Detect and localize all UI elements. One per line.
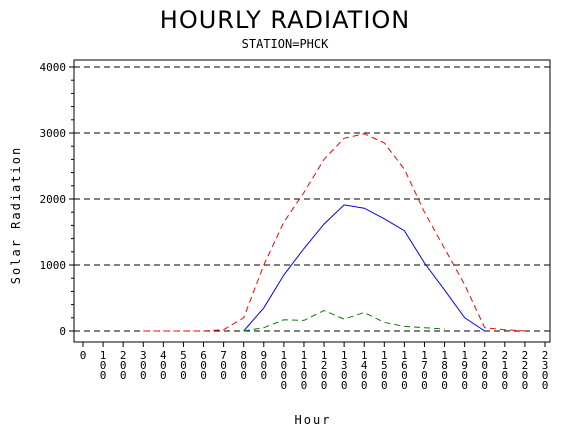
y-axis-title: Solar Radiation — [9, 146, 23, 284]
grid-lines — [74, 66, 550, 332]
y-tick-label: 0 — [59, 325, 66, 338]
y-tick-label: 2000 — [40, 193, 67, 206]
x-axis-title: Hour — [295, 413, 332, 427]
chart-subtitle: STATION=PHCK — [241, 37, 329, 51]
x-tick-label: 0 — [80, 349, 87, 362]
series-line-1 — [143, 133, 525, 332]
plot-frame — [73, 59, 551, 343]
y-tick-label: 1000 — [40, 259, 67, 272]
axes: 0 1000 2000 3000 4000 0 1 0 0 2 0 0 3 0 0 4 0 0 5 0 0 6 0 0 7 0 0 8… — [40, 59, 551, 392]
series-line-3 — [243, 309, 445, 332]
y-tick-label: 3000 — [40, 127, 67, 140]
y-tick-label: 4000 — [40, 61, 67, 74]
series-lines — [143, 133, 525, 332]
series-line-2 — [243, 204, 485, 332]
chart-title: HOURLY RADIATION — [159, 6, 411, 34]
